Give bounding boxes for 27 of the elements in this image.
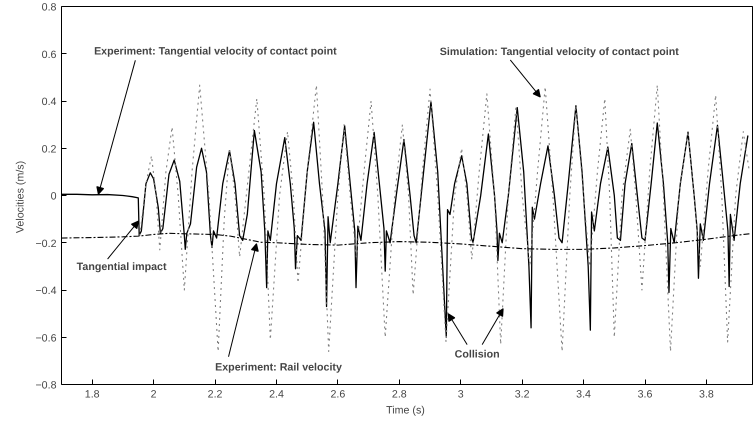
y-axis-title: Velocities (m/s) [14, 160, 26, 234]
y-tick-label: −0.2 [35, 238, 57, 250]
annotation: Experiment: Tangential velocity of contact point [94, 45, 338, 58]
y-tick-label: −0.8 [35, 380, 57, 392]
x-tick-label: 3.6 [638, 388, 652, 400]
x-tick-label: 2.8 [392, 388, 407, 400]
annotation: Simulation: Tangential velocity of contact point [440, 46, 680, 58]
y-tick-label: 0.6 [42, 48, 57, 61]
x-tick-label: 3.8 [699, 388, 714, 400]
annotation: Collision [454, 348, 500, 361]
y-tick-label: −0.4 [35, 285, 57, 297]
x-axis-title: Time (s) [386, 404, 425, 416]
y-tick-label: −0.6 [35, 332, 57, 344]
x-tick-label: 2.6 [330, 388, 346, 400]
y-tick-label: 0.4 [42, 96, 57, 108]
x-tick-label: 3 [458, 388, 464, 400]
x-tick-label: 3.4 [576, 388, 592, 400]
annotation: Tangential impact [76, 261, 167, 274]
annotation: Experiment: Rail velocity [215, 362, 342, 374]
x-tick-label: 1.8 [84, 388, 100, 400]
y-tick-label: 0 [50, 190, 57, 202]
x-tick-label: 2.2 [208, 388, 223, 400]
y-tick-label: 0.8 [42, 2, 57, 14]
x-tick-label: 2 [150, 388, 157, 400]
y-tick-label: 0.2 [42, 143, 57, 156]
x-tick-label: 3.2 [514, 388, 530, 400]
x-tick-label: 2.4 [269, 388, 284, 400]
